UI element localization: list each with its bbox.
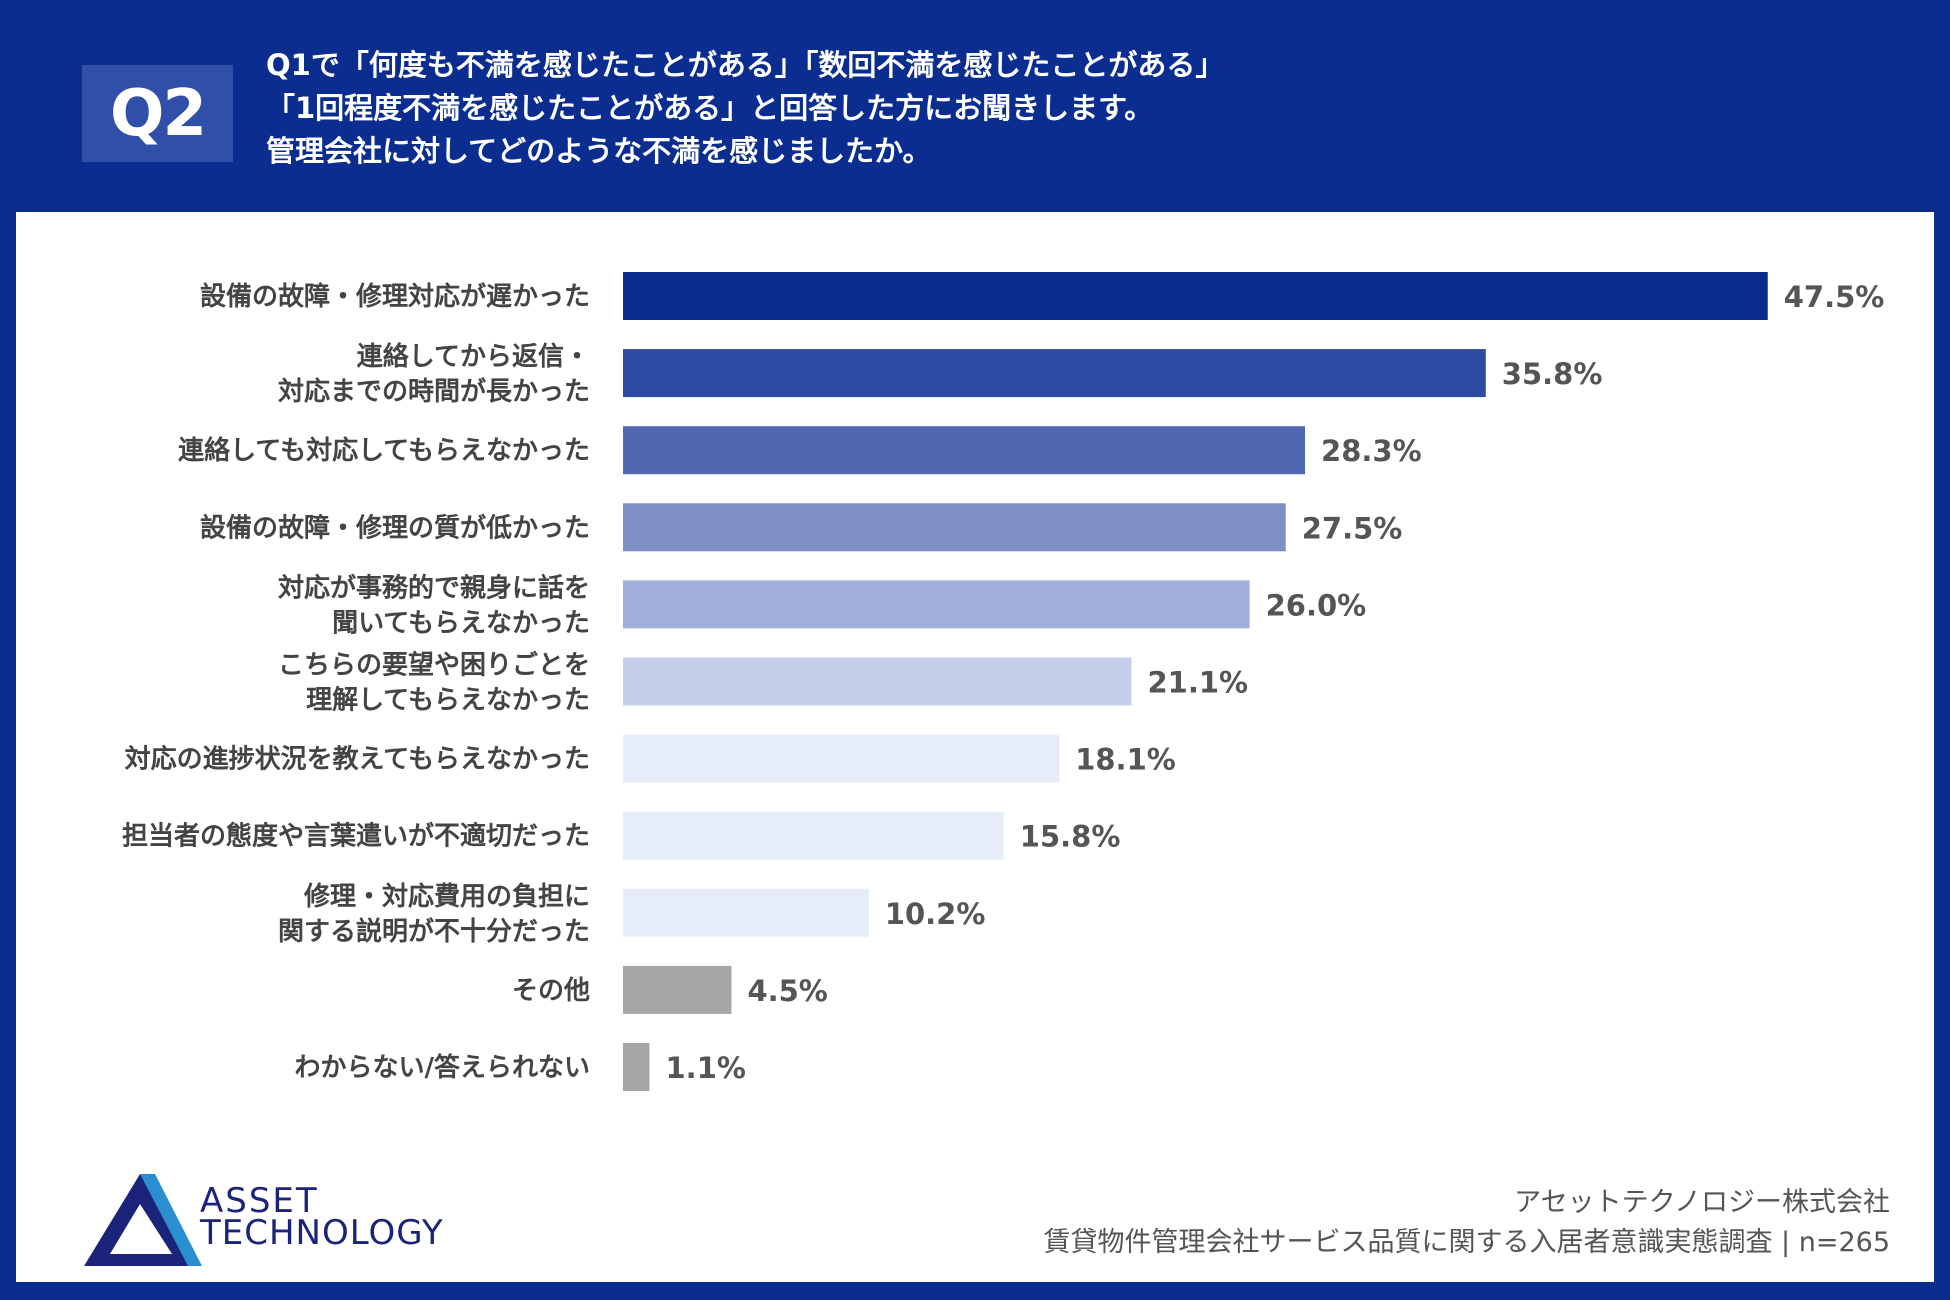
category-label: 対応の進捗状況を教えてもらえなかった — [125, 744, 590, 775]
bar — [623, 349, 1486, 398]
category-label: 対応が事務的で親身に話を — [278, 572, 590, 603]
value-label: 27.5% — [1302, 511, 1403, 545]
bar — [623, 503, 1286, 552]
value-label: 1.1% — [666, 1051, 746, 1085]
value-label: 10.2% — [885, 897, 986, 931]
category-label: 理解してもらえなかった — [306, 686, 590, 716]
logo-triangle-icon — [84, 1174, 202, 1266]
bar — [623, 1043, 650, 1091]
question-badge: Q2 — [82, 65, 233, 162]
category-label: 連絡しても対応してもらえなかった — [178, 435, 590, 466]
value-label: 21.1% — [1148, 666, 1249, 700]
logo-text-technology: TECHNOLOGY — [200, 1213, 444, 1253]
category-label: こちらの要望や困りごとを — [278, 650, 590, 681]
category-label: その他 — [512, 976, 590, 1006]
category-label: 設備の故障・修理対応が遅かった — [200, 281, 590, 312]
question-line: Q1で「何度も不満を感じたことがある」「数回不満を感じたことがある」 — [266, 48, 1225, 82]
logo-text-asset: ASSET — [200, 1181, 319, 1221]
category-label: 修理・対応費用の負担に — [303, 881, 590, 912]
value-label: 15.8% — [1020, 820, 1121, 854]
company-logo: ASSET TECHNOLOGY — [80, 1170, 540, 1270]
category-label: 対応までの時間が長かった — [278, 376, 590, 407]
question-line: 管理会社に対してどのような不満を感じましたか。 — [266, 134, 932, 168]
category-label: 聞いてもらえなかった — [332, 608, 590, 638]
value-label: 18.1% — [1075, 743, 1176, 777]
question-line: 「1回程度不満を感じたことがある」と回答した方にお聞きします。 — [266, 91, 1154, 125]
bar — [623, 965, 732, 1014]
value-label: 35.8% — [1502, 357, 1603, 391]
value-label: 28.3% — [1321, 434, 1422, 468]
bar — [623, 657, 1132, 706]
value-label: 4.5% — [747, 974, 827, 1008]
category-label: 連絡してから返信・ — [357, 341, 590, 372]
header: Q2 Q1で「何度も不満を感じたことがある」「数回不満を感じたことがある」 「1… — [0, 0, 1950, 210]
category-label: 担当者の態度や言葉遣いが不適切だった — [122, 821, 590, 852]
value-label: 26.0% — [1266, 588, 1367, 622]
bar — [623, 580, 1250, 629]
bar — [623, 426, 1306, 475]
value-label: 47.5% — [1784, 280, 1885, 314]
bar — [623, 272, 1768, 320]
source-company: アセットテクノロジー株式会社 — [1514, 1187, 1890, 1218]
question-text: Q1で「何度も不満を感じたことがある」「数回不満を感じたことがある」 「1回程度… — [266, 44, 1224, 173]
bar — [623, 734, 1060, 783]
source-survey: 賃貸物件管理会社サービス品質に関する入居者意識実態調査 | n=265 — [1043, 1227, 1890, 1258]
category-label: 設備の故障・修理の質が低かった — [200, 512, 590, 543]
category-label: 関する説明が不十分だった — [278, 916, 590, 947]
bar — [623, 888, 869, 937]
category-label: わからない/答えられない — [295, 1052, 591, 1083]
bar — [623, 811, 1004, 860]
